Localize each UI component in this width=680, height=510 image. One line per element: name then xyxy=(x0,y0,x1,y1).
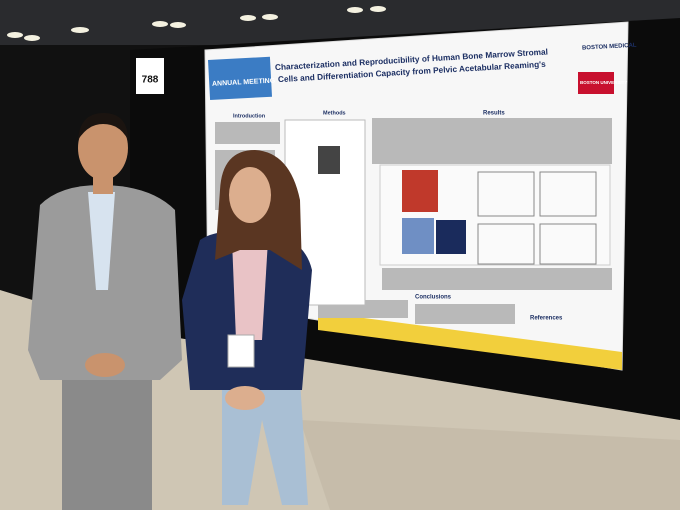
booth-sign xyxy=(136,58,164,94)
poster-footer-band xyxy=(318,312,622,370)
methods-image xyxy=(318,146,340,174)
booth-number: 788 xyxy=(142,75,159,86)
name-badge xyxy=(227,334,255,368)
bu-logo xyxy=(578,72,614,94)
ceiling-lights xyxy=(7,6,386,41)
section-heading: Results xyxy=(483,111,505,117)
section-heading: References xyxy=(530,316,563,322)
floor-shadow xyxy=(300,420,680,510)
section-heading: Introduction xyxy=(233,113,266,119)
woman xyxy=(182,150,312,505)
banner-text: ANNUAL MEETING xyxy=(212,78,276,88)
section-heading: Conclusions xyxy=(415,295,452,301)
stain-image xyxy=(402,218,434,254)
stain-image xyxy=(402,170,438,212)
logo-text: BOSTON MEDICAL xyxy=(582,43,637,52)
results-plots xyxy=(477,171,597,265)
logo-text: BOSTON UNIVERSITY xyxy=(580,80,627,85)
man xyxy=(28,112,182,510)
stain-image xyxy=(436,220,466,254)
section-heading: Methods xyxy=(323,110,346,116)
meeting-banner xyxy=(207,56,273,100)
